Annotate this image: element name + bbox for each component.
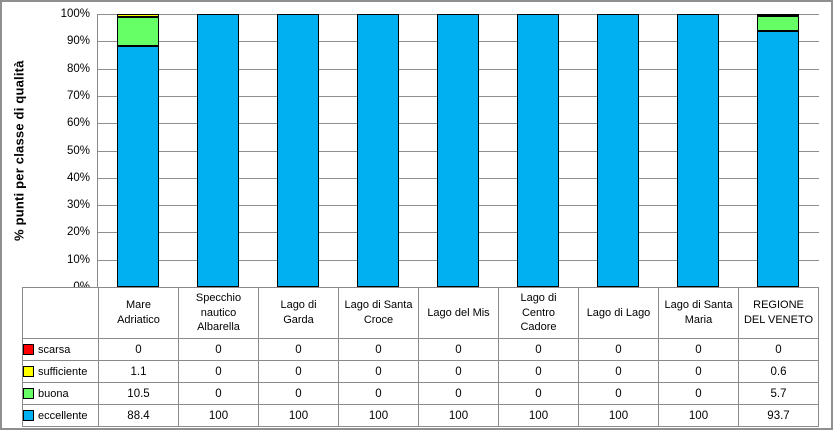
value-cell: 88.4 [98, 404, 179, 427]
bar-segment-buona [757, 15, 799, 32]
value-cell: 0 [338, 382, 419, 405]
legend-item: eccellente [22, 404, 99, 427]
stacked-bar [357, 14, 399, 287]
y-tick-label: 90% [66, 35, 90, 48]
value-cell: 0 [498, 338, 579, 361]
legend-item-inner: eccellente [23, 410, 98, 422]
value-cell: 0 [418, 382, 499, 405]
stacked-bar [757, 13, 799, 287]
y-tick-label: 80% [66, 62, 90, 75]
value-cell: 0 [338, 338, 419, 361]
value-cell: 100 [418, 404, 499, 427]
bar-segment-sufficiente [757, 13, 799, 16]
value-cell: 0 [178, 360, 259, 383]
value-cell: 0 [658, 382, 739, 405]
y-tick-label: 70% [66, 89, 90, 102]
value-cell: 0 [738, 338, 819, 361]
category-header: Lago di Santa Croce [338, 287, 419, 339]
stacked-bar [597, 14, 639, 287]
value-cell: 0 [258, 338, 339, 361]
y-tick-label: 40% [66, 171, 90, 184]
legend-label: scarsa [38, 343, 71, 356]
bar-segment-eccellente [597, 14, 639, 287]
value-cell: 0 [418, 338, 499, 361]
legend-label: eccellente [38, 409, 88, 422]
legend-swatch-eccellente [23, 410, 34, 421]
category-header: Lago del Mis [418, 287, 499, 339]
bar-segment-eccellente [117, 45, 159, 287]
value-cell: 0 [418, 360, 499, 383]
value-cell: 1.1 [98, 360, 179, 383]
value-cell: 100 [498, 404, 579, 427]
value-cell: 0 [498, 360, 579, 383]
value-cell: 0 [658, 360, 739, 383]
value-cell: 93.7 [738, 404, 819, 427]
legend-item: sufficiente [22, 360, 99, 383]
legend-item: scarsa [22, 338, 99, 361]
value-cell: 5.7 [738, 382, 819, 405]
value-cell: 0 [578, 382, 659, 405]
bar-segment-eccellente [517, 14, 559, 287]
bar-segment-sufficiente [117, 14, 159, 18]
value-cell: 0 [258, 360, 339, 383]
bar-segment-eccellente [677, 14, 719, 287]
legend-item-inner: scarsa [23, 344, 98, 356]
legend-label: buona [38, 387, 69, 400]
y-tick-label: 10% [66, 253, 90, 266]
stacked-bar [437, 14, 479, 287]
value-cell: 100 [258, 404, 339, 427]
legend-item-inner: buona [23, 388, 98, 400]
value-cell: 100 [658, 404, 739, 427]
category-header: Lago di Santa Maria [658, 287, 739, 339]
value-cell: 100 [178, 404, 259, 427]
bar-segment-eccellente [437, 14, 479, 287]
value-cell: 0.6 [738, 360, 819, 383]
legend-item-inner: sufficiente [23, 366, 98, 378]
value-cell: 0 [338, 360, 419, 383]
legend-swatch-scarsa [23, 344, 34, 355]
bar-segment-eccellente [357, 14, 399, 287]
legend-swatch-buona [23, 388, 34, 399]
y-tick-label: 100% [60, 8, 90, 20]
value-cell: 0 [498, 382, 579, 405]
stacked-bar [277, 14, 319, 287]
y-tick-label: 60% [66, 117, 90, 130]
value-cell: 0 [178, 382, 259, 405]
bar-segment-eccellente [197, 14, 239, 287]
value-cell: 0 [578, 360, 659, 383]
y-tick-label: 30% [66, 199, 90, 212]
stacked-bar [117, 14, 159, 287]
table-corner-cell [22, 287, 99, 339]
value-cell: 10.5 [98, 382, 179, 405]
category-header: Specchio nautico Albarella [178, 287, 259, 339]
category-header: REGIONE DEL VENETO [738, 287, 819, 339]
value-cell: 0 [258, 382, 339, 405]
category-header: Lago di Lago [578, 287, 659, 339]
value-cell: 0 [98, 338, 179, 361]
y-tick-label: 50% [66, 144, 90, 157]
chart-data-table: Mare Adriatico Specchio nautico Albarella… [22, 287, 819, 427]
bar-segment-eccellente [757, 31, 799, 287]
stacked-bar [677, 14, 719, 287]
category-header: Lago di Garda [258, 287, 339, 339]
value-cell: 0 [578, 338, 659, 361]
value-cell: 0 [178, 338, 259, 361]
stacked-bar [197, 14, 239, 287]
value-cell: 100 [338, 404, 419, 427]
plot-area [97, 13, 819, 288]
value-cell: 100 [578, 404, 659, 427]
stacked-bar [517, 14, 559, 287]
category-header: Lago di Centro Cadore [498, 287, 579, 339]
bar-segment-eccellente [277, 14, 319, 287]
legend-item: buona [22, 382, 99, 405]
legend-label: sufficiente [38, 365, 88, 378]
y-tick-label: 20% [66, 226, 90, 239]
bar-segment-buona [117, 17, 159, 46]
category-header: Mare Adriatico [98, 287, 179, 339]
value-cell: 0 [658, 338, 739, 361]
legend-swatch-sufficiente [23, 366, 34, 377]
